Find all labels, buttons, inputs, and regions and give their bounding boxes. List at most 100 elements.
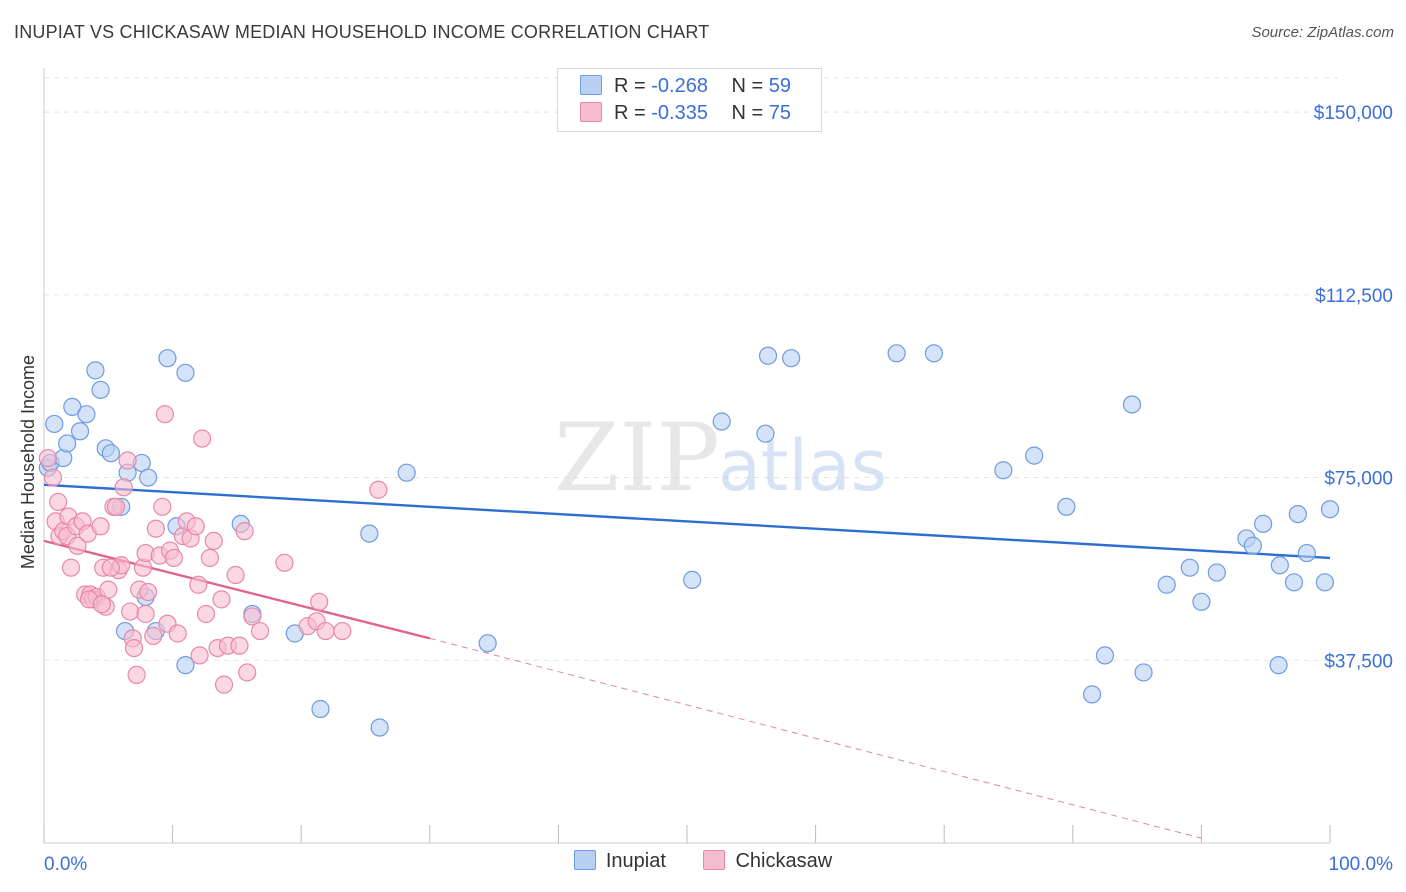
y-axis-label: Median Household Income [18,355,38,569]
r-label: R = [614,102,646,124]
chickasaw-swatch [580,102,602,122]
inupiat-point [782,349,801,368]
chickasaw-point [114,478,133,497]
legend-item-chickasaw[interactable]: Chickasaw [703,850,832,873]
chickasaw-point [68,536,87,555]
chickasaw-point [214,675,234,694]
chickasaw-point [212,590,231,609]
watermark-zip: ZIP [554,404,720,513]
n-value-chickasaw: 75 [768,102,792,124]
trend-lines [43,483,1331,839]
chickasaw-point [250,621,270,641]
chickasaw-point [136,604,155,624]
inupiat-point [176,363,195,382]
y-tick-label: $150,000 [1314,103,1393,124]
n-label: N = [731,75,764,97]
inupiat-point [158,349,177,368]
x-tick-label-end: 100.0% [1329,854,1394,875]
chickasaw-point [333,621,352,641]
inupiat-point [86,361,105,380]
inupiat-point [994,461,1013,480]
chickasaw-point [190,646,209,665]
inupiat-point [1082,685,1102,704]
chickasaw-point [369,480,388,499]
watermark: ZIP atlas [554,404,887,513]
y-tick-label: $112,500 [1315,286,1393,307]
chickasaw-point [43,468,63,487]
chickasaw-point [153,497,172,516]
chickasaw-point [226,565,245,585]
chickasaw-point [118,451,137,470]
chickasaw-point [101,558,120,577]
inupiat-point [1320,500,1340,519]
inupiat-point [1157,575,1176,594]
inupiat-point [1057,497,1076,516]
data-points [38,344,1340,737]
inupiat-point [1134,663,1153,682]
y-tick-label: $37,500 [1324,651,1393,672]
chickasaw-point [196,604,216,624]
chickasaw-point [164,548,183,568]
n-value-inupiat: 59 [768,75,792,97]
x-tick-label-start: 0.0% [44,854,87,875]
chickasaw-point [146,519,165,538]
chickasaw-point [144,626,163,646]
chickasaw-point [127,665,146,684]
inupiat-point [478,634,497,653]
inupiat-point [924,344,944,363]
chart-title: INUPIAT VS CHICKASAW MEDIAN HOUSEHOLD IN… [14,22,710,42]
chickasaw-point [193,429,212,448]
inupiat-point [370,718,389,737]
inupiat-point [77,405,96,424]
inupiat-point [1025,446,1044,465]
chickasaw-point [186,517,205,536]
r-value-inupiat: -0.268 [651,75,708,97]
inupiat-point [1122,395,1142,414]
inupiat-swatch [573,850,596,870]
inupiat-point [1315,573,1334,592]
inupiat-point [70,422,90,441]
legend-item-inupiat[interactable]: Inupiat [573,850,666,873]
chickasaw-point [38,448,57,468]
chickasaw-point [243,607,262,626]
watermark-atlas: atlas [718,425,887,507]
inupiat-point [360,524,379,543]
chickasaw-point [121,602,140,621]
chickasaw-point [200,548,219,568]
source-label: Source: ZipAtlas.com [1251,24,1394,41]
inupiat-point [758,346,778,365]
inupiat-point [91,380,110,399]
r-value-chickasaw: -0.335 [651,102,708,124]
chickasaw-point [91,517,110,536]
inupiat-point [397,463,416,482]
chickasaw-point [310,592,329,611]
y-tick-label: $75,000 [1324,469,1393,490]
chickasaw-trend-extension [429,637,1202,839]
inupiat-point [1284,573,1304,592]
chickasaw-point [61,558,81,577]
inupiat-point [1254,514,1273,533]
chickasaw-point [168,624,187,643]
legend-label-inupiat: Inupiat [605,850,666,872]
inupiat-point [756,424,775,443]
chickasaw-point [316,621,335,641]
inupiat-point [1270,556,1289,575]
legend-row-inupiat: R = -0.268 N = 59 [580,75,791,99]
inupiat-point [101,444,120,463]
chickasaw-point [92,595,111,614]
inupiat-point [1207,563,1226,582]
axis-labels: $37,500 $75,000 $112,500 $150,000 0.0% 100.0%… [18,103,1393,875]
legend-row-chickasaw: R = -0.335 N = 75 [580,102,791,126]
inupiat-point [1243,536,1262,555]
series-legend: Inupiat Chickasaw [0,850,1406,873]
inupiat-point [139,468,158,487]
inupiat-point [1297,543,1316,563]
inupiat-point [176,656,195,675]
chickasaw-point [139,582,158,602]
chickasaw-point [189,575,208,594]
inupiat-point [63,397,82,417]
inupiat-point [1180,558,1199,577]
n-label: N = [731,102,764,124]
chickasaw-point [155,405,174,424]
